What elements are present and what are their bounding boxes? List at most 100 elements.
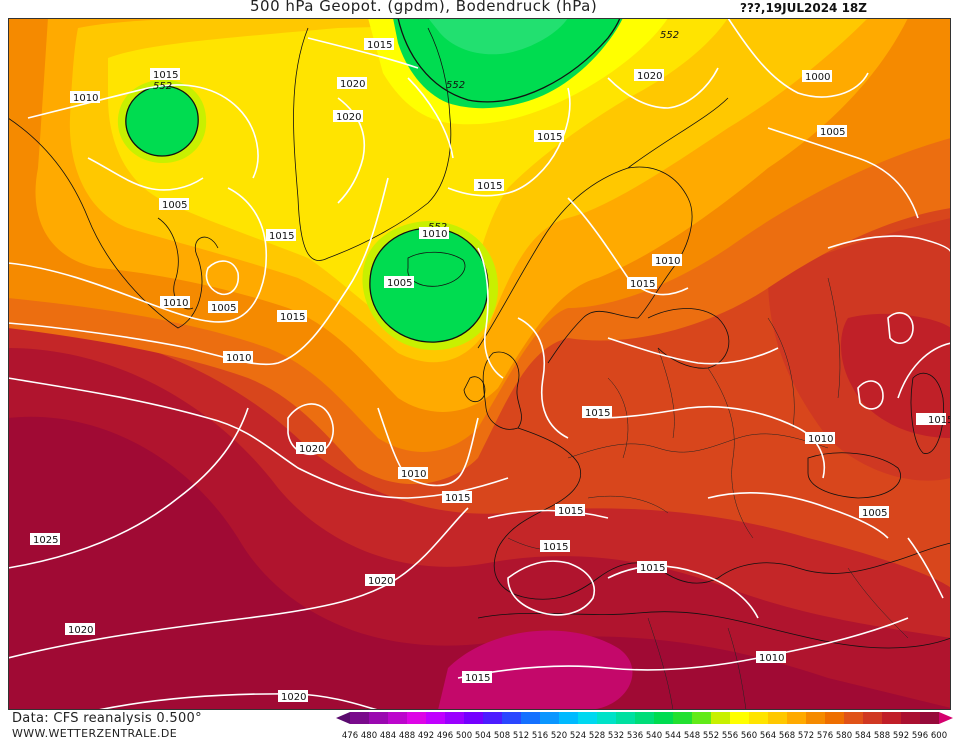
colorbar-tick-label: 500 [456, 731, 472, 740]
color-legend: 476 480 484 488 492 496 500 504 508 512 516 520 524 5… [336, 712, 953, 740]
field-596 [8, 416, 951, 710]
colorbar-swatch [502, 712, 521, 724]
colorbar-arrow-left [336, 712, 350, 724]
low-iceland-552 [369, 228, 488, 343]
colorbar-tick-label: 516 [532, 731, 548, 740]
colorbar-swatch [616, 712, 635, 724]
svg-text:1015: 1015 [585, 408, 610, 419]
isobar-label: 1005 [159, 198, 189, 211]
country-borders [507, 277, 909, 710]
field-600 [438, 630, 633, 710]
svg-text:1010: 1010 [226, 353, 251, 364]
colorbar-swatch [654, 712, 673, 724]
isobar-label: 1010 [160, 296, 190, 309]
low-north-548 [428, 18, 568, 55]
colorbar-tick-label: 540 [646, 731, 662, 740]
svg-text:1015: 1015 [280, 312, 305, 323]
colorbar-tick-label: 480 [361, 731, 377, 740]
isobar-label: 1010 [223, 351, 253, 364]
colorbar-tick-label: 552 [703, 731, 719, 740]
colorbar-swatch [673, 712, 692, 724]
isobar-label: 1020 [333, 110, 363, 123]
svg-text:1015: 1015 [269, 231, 294, 242]
isobar-label: 1015 [364, 38, 394, 51]
colorbar-swatch [578, 712, 597, 724]
colorbar-tick-label: 580 [836, 731, 852, 740]
colorbar-swatch [483, 712, 502, 724]
colorbar-swatch [901, 712, 920, 724]
geo-label: 552 [660, 30, 679, 41]
geo-label: 552 [446, 80, 465, 91]
svg-text:1015: 1015 [640, 563, 665, 574]
svg-text:1020: 1020 [299, 444, 324, 455]
isobar-label: 1005 [208, 301, 238, 314]
data-source: Data: CFS reanalysis 0.500° [12, 711, 202, 726]
colorbar-tick-label: 588 [874, 731, 890, 740]
svg-text:1020: 1020 [336, 112, 361, 123]
isobar-label: 1020 [634, 69, 664, 82]
page-title: 500 hPa Geopot. (gpdm), Bodendruck (hPa) [250, 0, 598, 15]
colorbar-tick-label: 548 [684, 731, 700, 740]
colorbar-swatch [711, 712, 730, 724]
svg-text:1005: 1005 [211, 303, 236, 314]
colorbar-tick-label: 488 [399, 731, 415, 740]
svg-text:1010: 1010 [808, 434, 833, 445]
svg-text:1020: 1020 [340, 79, 365, 90]
svg-text:1015: 1015 [445, 493, 470, 504]
svg-text:1025: 1025 [33, 535, 58, 546]
colorbar-swatch [749, 712, 768, 724]
colorbar-tick-label: 596 [912, 731, 928, 740]
colorbar-tick-label: 476 [342, 731, 358, 740]
isobar-label: 1020 [278, 690, 308, 703]
svg-text:1015: 1015 [537, 132, 562, 143]
colorbar-tick-label: 492 [418, 731, 434, 740]
isobar-label: 1015 [442, 491, 472, 504]
low-baffin-552 [125, 85, 199, 156]
isobars [8, 18, 951, 710]
isobar-label: 1000 [802, 70, 832, 83]
colorbar-swatch [540, 712, 559, 724]
svg-text:1015: 1015 [543, 542, 568, 553]
colorbar-swatch [388, 712, 407, 724]
isobar-label: 1015 [582, 406, 612, 419]
isobar-label: 1020 [337, 77, 367, 90]
colorbar-tick-label: 584 [855, 731, 871, 740]
svg-text:1015: 1015 [477, 181, 502, 192]
colorbar-swatch [407, 712, 426, 724]
isobar-label: 1010 [419, 227, 449, 240]
colorbar-tick-label: 504 [475, 731, 491, 740]
colorbar-tick-label: 600 [931, 731, 947, 740]
colorbar-tick-label: 524 [570, 731, 586, 740]
isobar-label: 1025 [30, 533, 60, 546]
svg-text:1005: 1005 [162, 200, 187, 211]
isobar-label: 1020 [365, 574, 395, 587]
svg-text:1020: 1020 [68, 625, 93, 636]
colorbar-swatch [369, 712, 388, 724]
isobar-label: 1015 [474, 179, 504, 192]
colorbar-swatch [464, 712, 483, 724]
colorbar-swatch [730, 712, 749, 724]
colorbar-swatch [635, 712, 654, 724]
svg-text:1015: 1015 [153, 70, 178, 81]
svg-text:1015: 1015 [558, 506, 583, 517]
svg-text:1010: 1010 [401, 469, 426, 480]
colorbar-tick-label: 568 [779, 731, 795, 740]
isobar-label: 1015 [916, 413, 951, 426]
isobar-label: 1005 [817, 125, 847, 138]
colorbar-swatch [692, 712, 711, 724]
contour-552-north [397, 18, 621, 103]
colorbar-tick-label: 484 [380, 731, 396, 740]
colorbar-swatch [768, 712, 787, 724]
colorbar-tick-label: 520 [551, 731, 567, 740]
isobar-label: 1015 [266, 229, 296, 242]
svg-text:1020: 1020 [368, 576, 393, 587]
isobar-label: 1015 [277, 310, 307, 323]
isobar-label: 1010 [652, 254, 682, 267]
colorbar-swatch [863, 712, 882, 724]
colorbar-swatch [882, 712, 901, 724]
isobar-label: 1005 [859, 506, 889, 519]
colorbar-swatch [597, 712, 616, 724]
weather-map: 552 552 552 552 1015 1010 1020 1020 1005… [8, 18, 951, 710]
svg-text:1015: 1015 [928, 415, 951, 426]
isobar-label: 1020 [296, 442, 326, 455]
